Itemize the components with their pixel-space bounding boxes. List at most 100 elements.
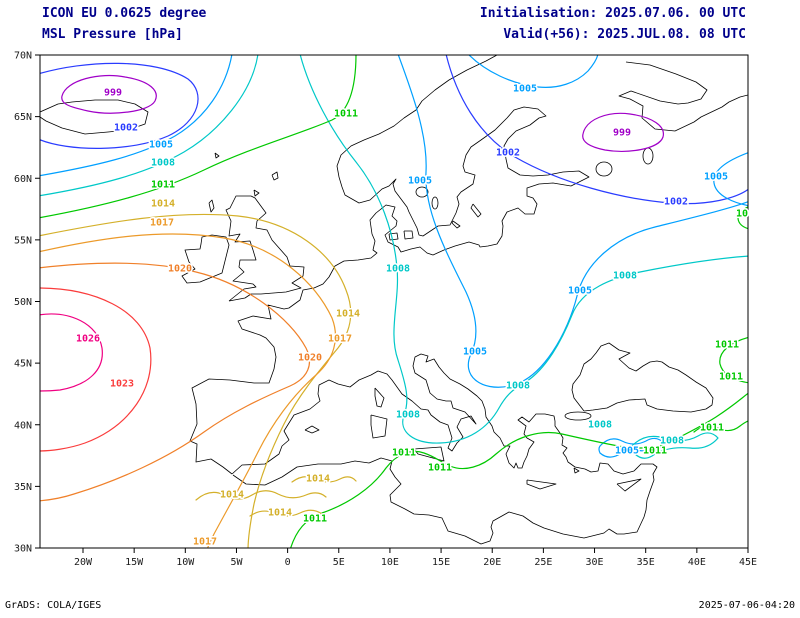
island-orkney	[253, 189, 260, 197]
island-mallorca	[304, 425, 320, 434]
axis-label: 35E	[637, 557, 655, 568]
isobar-1026	[40, 313, 103, 392]
isobar-value-label: 1020	[298, 353, 322, 364]
axis-label: 20E	[483, 557, 501, 568]
island-rhodes	[573, 467, 580, 474]
parameter-title: MSL Pressure [hPa]	[42, 27, 183, 42]
island-corsica	[374, 387, 385, 408]
isobar-value-label: 1008	[396, 410, 420, 421]
isobar-layer	[40, 55, 748, 548]
axis-label: 15W	[125, 557, 144, 568]
isobar-value-label: 1017	[193, 537, 217, 548]
isobar-value-label: 1002	[664, 197, 688, 208]
isobar-1014	[40, 213, 352, 548]
creation-timestamp: 2025-07-06-04:20	[699, 600, 795, 611]
isobar-1011	[737, 206, 748, 230]
coastline-kola-white-sea	[618, 61, 748, 132]
axis-label: 40N	[14, 420, 32, 431]
island-oland	[451, 220, 461, 229]
axis-label: 30N	[14, 544, 32, 555]
axis-label: 60N	[14, 174, 32, 185]
isobar-value-label: 1017	[150, 218, 174, 229]
isobar-value-label: 1008	[588, 420, 612, 431]
isobar-value-label: 1005	[704, 172, 728, 183]
isobar-value-label: 1017	[328, 334, 352, 345]
island-crete	[526, 479, 557, 490]
axis-label: 45E	[739, 557, 757, 568]
axis-label: 35N	[14, 482, 32, 493]
isobar-1005	[40, 55, 233, 177]
isobar-1011	[693, 420, 748, 433]
isobar-value-label: 1023	[110, 379, 134, 390]
init-time-label: Initialisation: 2025.07.06. 00 UTC	[480, 6, 746, 21]
isobar-value-label: 1005	[463, 347, 487, 358]
isobar-value-label: 1011	[715, 340, 739, 351]
isobar-value-label: 1014	[220, 490, 244, 501]
axis-label: 25E	[534, 557, 552, 568]
isobar-value-label: 1005	[568, 286, 592, 297]
coastline-black-sea	[571, 342, 714, 413]
isobar-value-label: 1011	[334, 109, 358, 120]
isobar-1023	[40, 287, 152, 452]
isobar-value-label: 1011	[643, 446, 667, 457]
isobar-value-label: 999	[613, 128, 631, 139]
isobar-value-label: 1014	[306, 474, 330, 485]
axis-label: 40E	[688, 557, 706, 568]
model-title: ICON EU 0.0625 degree	[42, 6, 207, 21]
isobar-value-label: 1008	[386, 264, 410, 275]
island-sicily	[413, 446, 445, 462]
isobar-value-label: 10	[736, 209, 748, 220]
isobar-value-label: 1005	[408, 176, 432, 187]
isobar-value-label: 999	[104, 88, 122, 99]
isobar-value-label: 1008	[151, 158, 175, 169]
coastline-ireland	[181, 234, 230, 284]
coastline-great-britain	[225, 195, 305, 302]
axis-label: 15E	[432, 557, 450, 568]
axis-label: 30E	[586, 557, 604, 568]
isobar-value-label: 1008	[506, 381, 530, 392]
contour-label-layer: 999 999 1002 1002 1002 1005 1005 1005 1005 1005 10…	[74, 82, 749, 549]
isobar-value-label: 1008	[660, 436, 684, 447]
axis-label: 5E	[333, 557, 345, 568]
isobar-value-label: 1014	[151, 199, 175, 210]
grads-credit: GrADS: COLA/IGES	[5, 600, 101, 611]
isobar-value-label: 1011	[428, 463, 452, 474]
axis-label: 55N	[14, 235, 32, 246]
isobar-value-label: 1014	[336, 309, 360, 320]
lake-vanern	[415, 186, 429, 198]
island-gotland	[470, 203, 482, 218]
axis-label: 10W	[176, 557, 195, 568]
coastline-continent-atlantic	[189, 55, 590, 475]
valid-time-label: Valid(+56): 2025.JUL.08. 08 UTC	[503, 27, 746, 42]
coastline-layer	[40, 55, 748, 545]
island-sardinia	[370, 414, 388, 439]
map-frame	[39, 54, 749, 549]
island-hebrides	[208, 199, 215, 213]
island-funen	[388, 232, 399, 241]
isobar-value-label: 1020	[168, 264, 192, 275]
isobar-1020	[40, 262, 311, 502]
isobar-1011	[40, 55, 357, 219]
coastline-africa-levant	[232, 421, 658, 545]
axis-label: 0	[285, 557, 291, 568]
axis-label: 45N	[14, 359, 32, 370]
axis-label: 20W	[74, 557, 93, 568]
lake-ladoga	[595, 161, 613, 177]
isobar-1002	[40, 62, 199, 149]
axis-label: 50N	[14, 297, 32, 308]
island-shetland	[271, 171, 279, 181]
axis-label: 5W	[230, 557, 243, 568]
island-faroe	[214, 152, 220, 159]
isobar-1008	[299, 55, 748, 444]
isobar-1002	[445, 55, 748, 205]
isobar-1014	[249, 509, 323, 517]
isobar-1008	[629, 432, 719, 459]
coastline-iceland	[40, 99, 149, 135]
isobar-value-label: 1011	[700, 423, 724, 434]
axis-label: 65N	[14, 112, 32, 123]
axis-label: 10E	[381, 557, 399, 568]
isobar-1005	[713, 152, 748, 207]
map-content	[40, 55, 748, 548]
